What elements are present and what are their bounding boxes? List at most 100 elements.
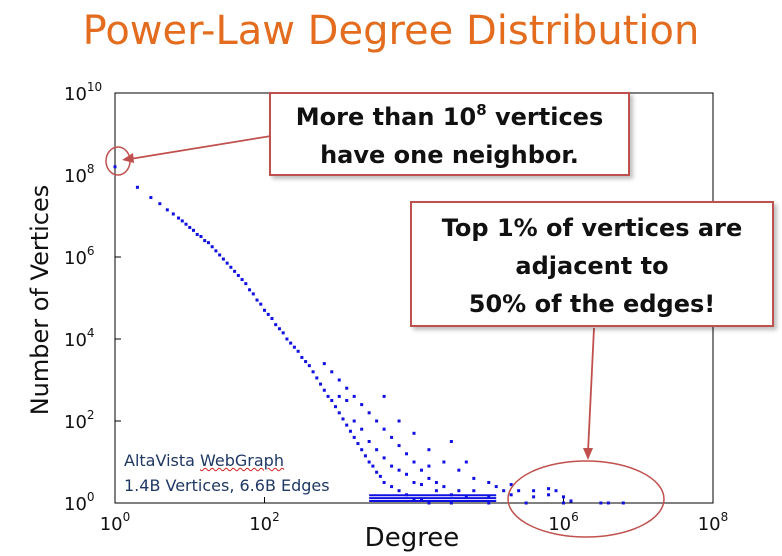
data-point: [214, 249, 218, 253]
data-point: [289, 341, 293, 345]
callout-one-neighbor-line1: More than 108 vertices: [295, 101, 604, 132]
data-point: [352, 419, 356, 423]
data-point: [210, 245, 214, 249]
y-tick-label: 108: [64, 162, 95, 187]
data-point: [427, 476, 431, 480]
callout-arrowhead-one-neighbor: [122, 153, 134, 163]
callout-top-vertices-line2: adjacent to: [515, 252, 669, 280]
data-point: [382, 427, 386, 431]
data-point: [334, 405, 338, 409]
data-point: [360, 427, 364, 431]
data-point: [405, 472, 409, 476]
x-axis-title: Degree: [365, 523, 460, 553]
callout-top-vertices-line1: Top 1% of vertices are: [441, 214, 743, 242]
data-point: [457, 489, 461, 493]
data-point: [177, 216, 181, 220]
data-point: [405, 452, 409, 456]
data-point: [191, 228, 195, 232]
data-point: [221, 257, 225, 261]
data-point: [360, 448, 364, 452]
data-point: [171, 212, 175, 216]
data-point: [322, 388, 326, 392]
data-point: [569, 499, 573, 503]
data-point: [236, 273, 240, 277]
y-axis-title: Number of Vertices: [26, 185, 54, 416]
data-point: [434, 481, 438, 484]
data-point: [464, 495, 468, 499]
data-point: [378, 474, 382, 478]
data-point: [319, 382, 323, 386]
data-point: [487, 495, 491, 499]
data-point: [188, 225, 192, 229]
data-point: [375, 470, 379, 474]
highlight-ellipse-top-vertices: [507, 460, 665, 538]
data-point: [259, 302, 263, 306]
data-point: [382, 456, 386, 460]
data-point: [434, 489, 438, 493]
y-tick-label: 1010: [64, 80, 102, 105]
y-tick-label: 102: [64, 408, 95, 433]
callout-top-vertices: Top 1% of vertices are adjacent to 50% o…: [410, 201, 774, 327]
data-point: [382, 394, 386, 398]
data-point: [296, 349, 300, 353]
data-point: [390, 485, 394, 489]
data-point: [345, 423, 349, 427]
data-point: [397, 489, 401, 493]
data-point: [322, 362, 326, 366]
data-point: [419, 483, 423, 487]
data-point: [606, 501, 610, 505]
data-point: [341, 417, 345, 421]
dataset-label: AltaVista WebGraph 1.4B Vertices, 6.6B E…: [124, 448, 330, 498]
data-point: [405, 493, 409, 497]
data-point: [371, 464, 375, 468]
data-point: [218, 253, 222, 257]
data-point: [367, 440, 371, 443]
data-point: [412, 431, 416, 435]
exponent-superscript: 8: [476, 101, 487, 119]
data-point: [266, 312, 270, 316]
data-point: [412, 481, 416, 484]
y-tick-label: 106: [64, 244, 95, 269]
data-point: [442, 460, 446, 464]
data-point: [225, 261, 229, 265]
data-point: [206, 241, 210, 245]
data-point: [524, 501, 528, 505]
data-point: [509, 493, 513, 497]
data-point: [487, 481, 491, 484]
data-point: [345, 399, 349, 402]
data-point: [390, 464, 394, 468]
data-point: [472, 476, 476, 480]
x-tick-label: 106: [548, 510, 579, 535]
data-point: [427, 501, 431, 505]
data-point: [352, 435, 356, 439]
data-point: [547, 487, 551, 491]
data-point: [412, 460, 416, 464]
data-point: [348, 429, 352, 433]
data-point: [502, 489, 506, 493]
callout-top-vertices-line3: 50% of the edges!: [468, 290, 716, 318]
callout-one-neighbor: More than 108 vertices have one neighbor…: [269, 92, 630, 176]
data-point: [412, 497, 416, 501]
data-point: [427, 448, 431, 452]
data-point: [457, 468, 461, 472]
x-tick-label: 102: [249, 510, 280, 535]
callout-one-neighbor-line2: have one neighbor.: [320, 141, 579, 169]
data-point: [330, 370, 334, 374]
data-point: [337, 411, 341, 415]
data-point: [517, 489, 521, 493]
data-point: [300, 355, 304, 359]
callout-arrowhead-top-vertices: [583, 448, 593, 460]
data-point: [532, 489, 536, 493]
data-point: [509, 483, 513, 487]
data-point: [248, 288, 252, 292]
data-point: [281, 331, 285, 335]
dataset-stats: 1.4B Vertices, 6.6B Edges: [124, 476, 330, 495]
data-point: [375, 419, 379, 423]
data-point: [274, 323, 278, 327]
data-point: [464, 460, 468, 464]
x-tick-label: 108: [698, 510, 729, 535]
data-point: [251, 292, 255, 296]
data-point: [244, 282, 248, 286]
data-point: [375, 448, 379, 452]
data-point: [472, 489, 476, 493]
